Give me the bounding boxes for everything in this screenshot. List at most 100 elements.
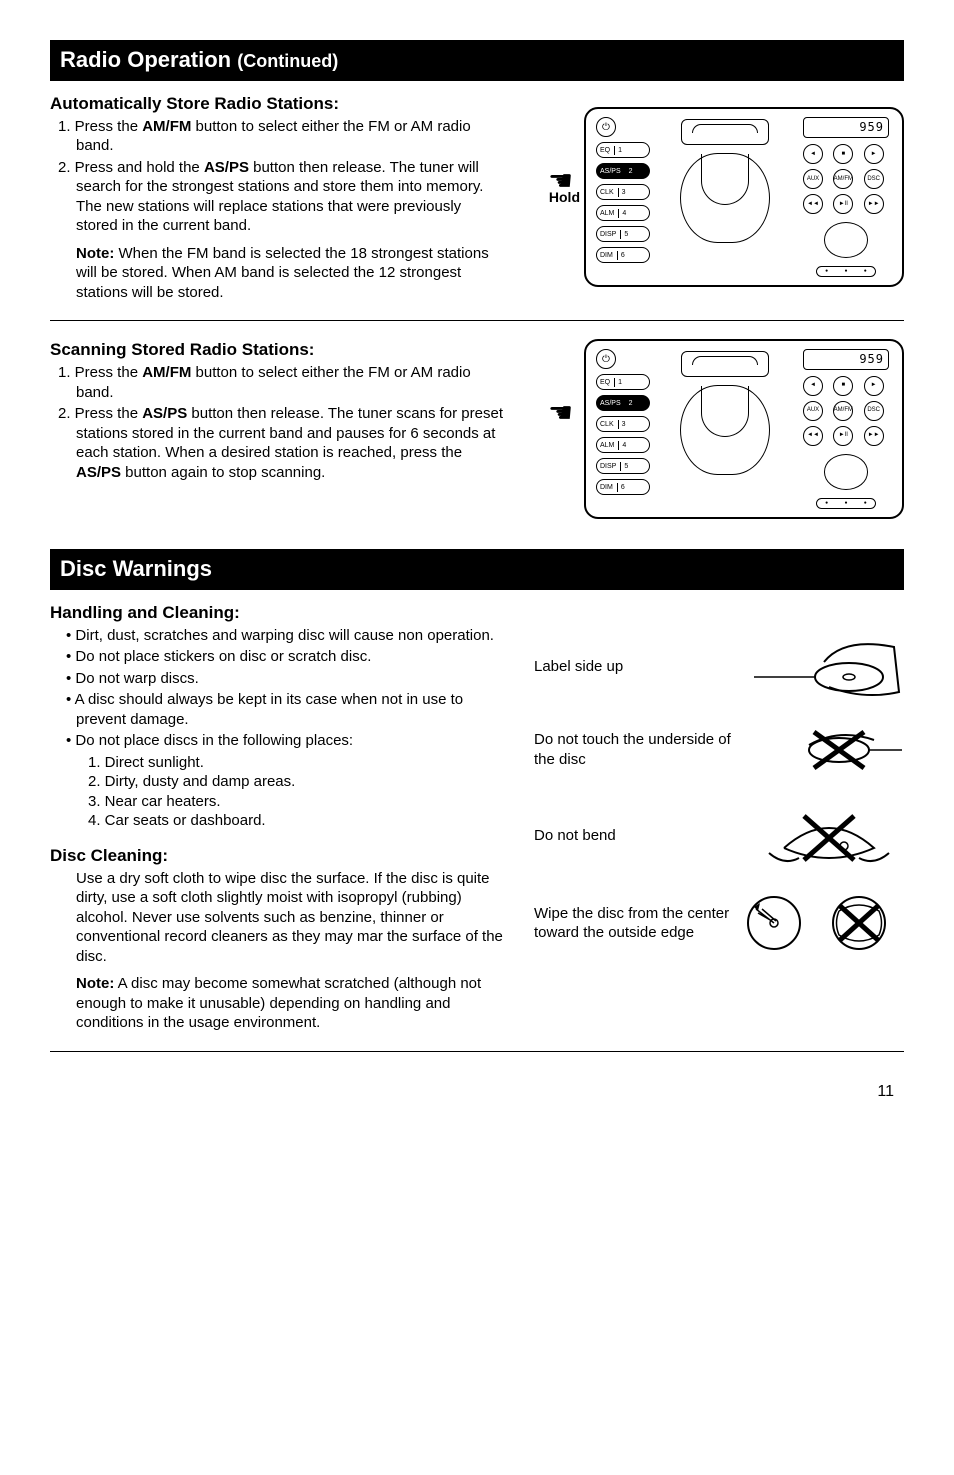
cb: ■ — [833, 144, 853, 164]
scan-title: Scanning Stored Radio Stations: — [50, 339, 504, 361]
header-cont: (Continued) — [237, 51, 338, 71]
no-touch: Do not touch the underside of the disc — [534, 730, 754, 769]
display: 959 — [803, 349, 889, 370]
btn-3: CLK3 — [596, 416, 650, 432]
btn-2-active: AS/PS2 — [596, 395, 650, 411]
t: 1. Press the — [58, 364, 142, 381]
b4: A disc should always be kept in its case… — [76, 690, 504, 729]
disc-icons-col: Label side up Do not touch the underside… — [534, 602, 904, 1033]
cb: ► — [864, 144, 884, 164]
section-header-radio: Radio Operation (Continued) — [50, 40, 904, 81]
s3: 3. Near car heaters. — [88, 792, 504, 812]
handling-sublist: 1. Direct sunlight. 2. Dirty, dusty and … — [50, 753, 504, 831]
hand-disc-icon — [754, 632, 904, 702]
scan-section: Scanning Stored Radio Stations: 1. Press… — [50, 339, 904, 519]
t: AM/FM — [142, 118, 191, 135]
auto-store-title: Automatically Store Radio Stations: — [50, 93, 504, 115]
cb: AUX — [803, 169, 823, 189]
scan-steps: 1. Press the AM/FM button to select eith… — [50, 363, 504, 482]
b1: Dirt, dust, scratches and warping disc w… — [76, 626, 504, 646]
cb: ►II — [833, 426, 853, 446]
label-side-up-row: Label side up — [534, 632, 904, 702]
auto-store-section: Automatically Store Radio Stations: 1. P… — [50, 93, 904, 303]
device-diagram-1: ☛ ⏻ EQ1 AS/PS2 CLK3 ALM4 DISP5 DIM6 959 … — [584, 107, 904, 287]
no-bend-row: Do not bend — [534, 798, 904, 873]
cb: DSC — [864, 169, 884, 189]
t: AS/PS — [204, 159, 249, 176]
auto-step2: 2. Press and hold the AS/PS button then … — [76, 158, 504, 236]
btn-4: ALM4 — [596, 205, 650, 221]
t: 1. Press the — [58, 118, 142, 135]
no-bend: Do not bend — [534, 826, 754, 846]
wheel-icon — [824, 222, 868, 257]
t: button again to stop scanning. — [121, 464, 325, 481]
cb: ►► — [864, 194, 884, 214]
foot: ●●● — [816, 498, 876, 510]
handling-list: Dirt, dust, scratches and warping disc w… — [50, 626, 504, 751]
header-text: Disc Warnings — [60, 556, 212, 581]
pointer-icon: ☛ — [548, 163, 573, 199]
display: 959 — [803, 117, 889, 138]
device-diagram-2: ☛ ⏻ EQ1 AS/PS2 CLK3 ALM4 DISP5 DIM6 959 … — [584, 339, 904, 519]
scan-text: Scanning Stored Radio Stations: 1. Press… — [50, 339, 504, 519]
cb: ◄ — [803, 376, 823, 396]
cb: ►► — [864, 426, 884, 446]
s1: 1. Direct sunlight. — [88, 753, 504, 773]
divider-bottom — [50, 1051, 904, 1052]
btn-6: DIM6 — [596, 479, 650, 495]
btn-6: DIM6 — [596, 247, 650, 263]
t: AS/PS — [142, 405, 187, 422]
divider — [50, 320, 904, 321]
cleaning-p1: Use a dry soft cloth to wipe disc the su… — [50, 869, 504, 967]
cb: ◄◄ — [803, 426, 823, 446]
foot: ●●● — [816, 266, 876, 278]
s4: 4. Car seats or dashboard. — [88, 811, 504, 831]
b5: Do not place discs in the following plac… — [76, 731, 504, 751]
power-icon: ⏻ — [596, 117, 616, 137]
auto-step1: 1. Press the AM/FM button to select eith… — [76, 117, 504, 156]
t: 2. Press the — [58, 405, 142, 422]
wipe: Wipe the disc from the center toward the… — [534, 904, 734, 943]
handling-title: Handling and Cleaning: — [50, 602, 504, 624]
btn-3: CLK3 — [596, 184, 650, 200]
b3: Do not warp discs. — [76, 669, 504, 689]
cleaning-note: Note: A disc may become somewhat scratch… — [50, 974, 504, 1033]
cb: AM/FM — [833, 169, 853, 189]
section-header-disc: Disc Warnings — [50, 549, 904, 590]
auto-store-steps: 1. Press the AM/FM button to select eith… — [50, 117, 504, 236]
power-icon: ⏻ — [596, 349, 616, 369]
cb: AUX — [803, 401, 823, 421]
t: Note: — [76, 245, 114, 262]
auto-store-text: Automatically Store Radio Stations: 1. P… — [50, 93, 504, 303]
scan-figure: ☛ ⏻ EQ1 AS/PS2 CLK3 ALM4 DISP5 DIM6 959 … — [534, 339, 904, 519]
s2: 2. Dirty, dusty and damp areas. — [88, 772, 504, 792]
t: A disc may become somewhat scratched (al… — [76, 975, 481, 1031]
cb: ► — [864, 376, 884, 396]
cb: ►II — [833, 194, 853, 214]
cb: ◄ — [803, 144, 823, 164]
t: AM/FM — [142, 364, 191, 381]
label-side-up: Label side up — [534, 657, 754, 677]
auto-store-figure: Hold ☛ ⏻ EQ1 AS/PS2 CLK3 ALM4 DISP5 DIM6… — [534, 93, 904, 303]
page-number: 11 — [50, 1082, 904, 1103]
header-text: Radio Operation — [60, 47, 231, 72]
btn-4: ALM4 — [596, 437, 650, 453]
btn-2-active: AS/PS2 — [596, 163, 650, 179]
cb: ◄◄ — [803, 194, 823, 214]
t: AS/PS — [76, 464, 121, 481]
pointer-icon: ☛ — [548, 395, 573, 431]
no-touch-icon — [754, 720, 904, 780]
btn-1: EQ1 — [596, 142, 650, 158]
no-bend-icon — [754, 798, 904, 873]
t: Note: — [76, 975, 114, 992]
t: When the FM band is selected the 18 stro… — [76, 245, 489, 301]
wipe-icon — [734, 891, 904, 956]
t: 2. Press and hold the — [58, 159, 204, 176]
btn-5: DISP5 — [596, 226, 650, 242]
disc-section: Handling and Cleaning: Dirt, dust, scrat… — [50, 602, 904, 1033]
scan-step1: 1. Press the AM/FM button to select eith… — [76, 363, 504, 402]
btn-5: DISP5 — [596, 458, 650, 474]
b2: Do not place stickers on disc or scratch… — [76, 647, 504, 667]
cleaning-title: Disc Cleaning: — [50, 845, 504, 867]
cb: DSC — [864, 401, 884, 421]
